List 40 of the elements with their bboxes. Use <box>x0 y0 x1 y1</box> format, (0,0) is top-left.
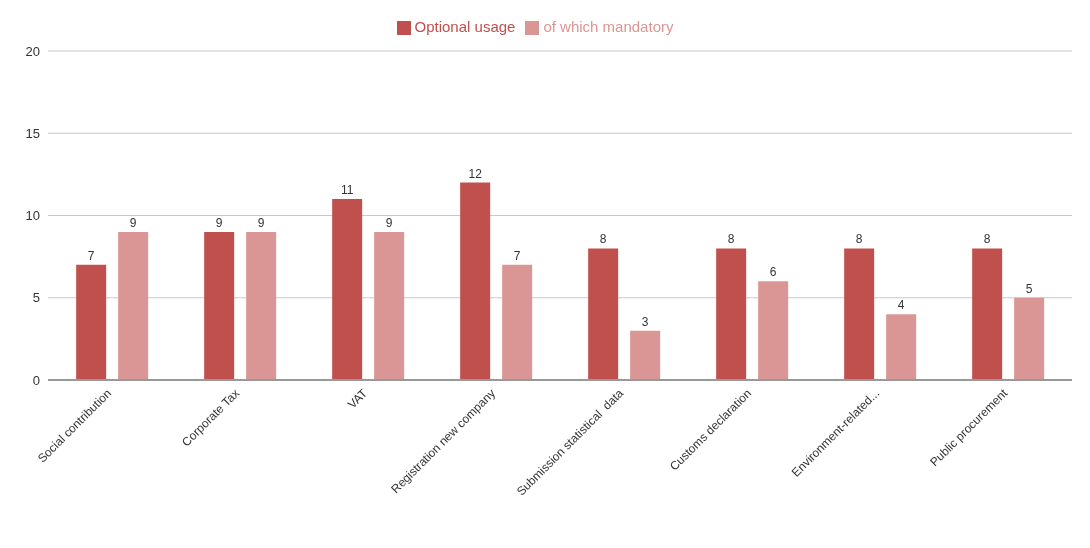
data-label: 12 <box>468 166 483 181</box>
data-label: 8 <box>855 232 863 247</box>
data-label: 11 <box>340 183 354 198</box>
bar <box>502 264 533 380</box>
y-tick-label: 10 <box>25 208 40 224</box>
bar <box>332 199 363 380</box>
y-tick-label: 0 <box>32 372 40 388</box>
y-tick-label: 15 <box>25 125 40 141</box>
data-label: 3 <box>641 314 649 329</box>
bar <box>716 248 747 380</box>
legend-label: Optional usage <box>414 18 516 35</box>
data-label: 4 <box>897 298 905 313</box>
bar <box>1014 297 1045 380</box>
bar <box>118 231 149 380</box>
bar <box>972 248 1003 380</box>
bar <box>204 231 235 380</box>
data-label: 8 <box>599 232 607 247</box>
bar <box>246 231 277 380</box>
x-tick-label: VAT <box>344 385 371 412</box>
bar <box>630 330 661 380</box>
bar <box>588 248 619 380</box>
data-label: 8 <box>983 232 991 247</box>
data-label: 7 <box>87 248 95 263</box>
data-label: 5 <box>1025 281 1033 296</box>
data-label: 9 <box>129 215 137 230</box>
data-label: 9 <box>257 215 265 230</box>
bar <box>76 264 107 380</box>
data-label: 9 <box>385 215 393 230</box>
legend-label: of which mandatory <box>543 18 674 35</box>
bar <box>460 182 491 380</box>
bar <box>886 314 917 380</box>
data-label: 9 <box>215 215 223 230</box>
bar <box>844 248 875 380</box>
bar <box>758 281 789 380</box>
data-label: 7 <box>513 248 521 263</box>
y-tick-label: 20 <box>25 43 40 59</box>
data-label: 8 <box>727 232 735 247</box>
bar <box>374 231 405 380</box>
y-tick-label: 5 <box>32 290 40 306</box>
data-label: 6 <box>769 265 777 280</box>
